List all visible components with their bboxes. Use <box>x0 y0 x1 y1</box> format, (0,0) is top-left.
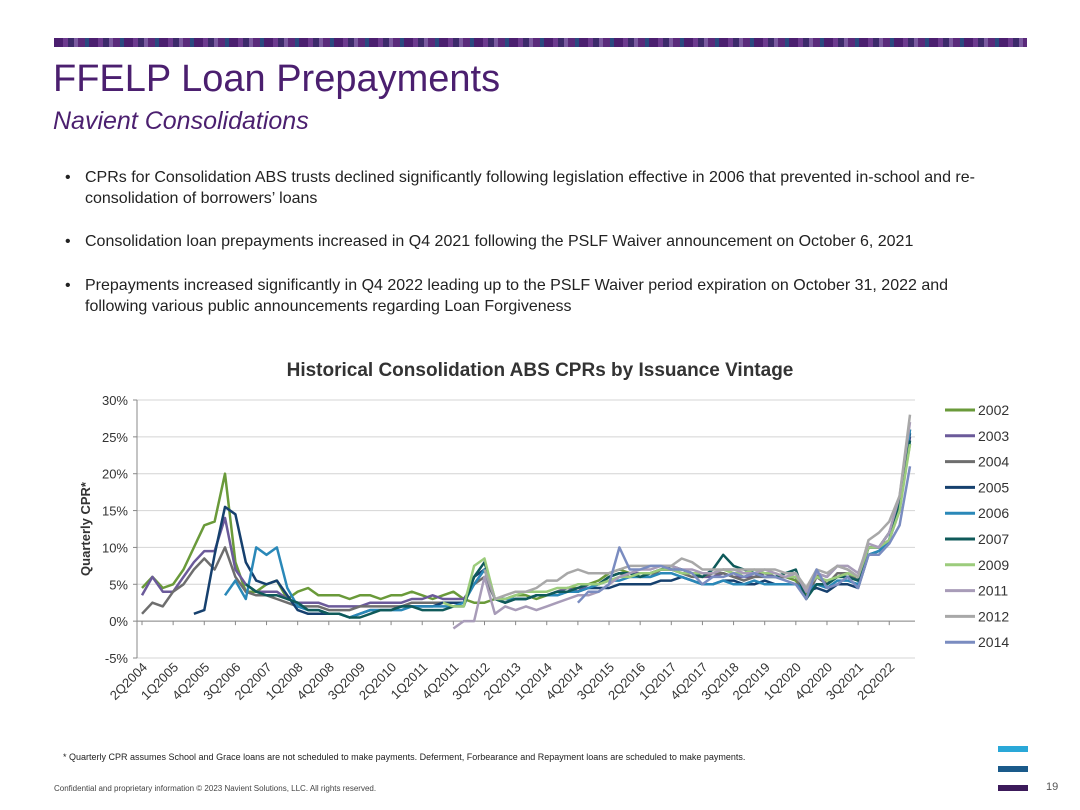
series-line <box>483 414 912 601</box>
logo-bar <box>998 766 1028 772</box>
slide-subtitle: Navient Consolidations <box>53 107 309 135</box>
series-line <box>452 421 912 630</box>
legend-label: 2006 <box>978 505 1009 521</box>
chart-title: Historical Consolidation ABS CPRs by Iss… <box>287 360 794 381</box>
y-tick-label: 25% <box>102 430 128 445</box>
chart: Historical Consolidation ABS CPRs by Iss… <box>78 360 1009 703</box>
legend-label: 2011 <box>978 583 1008 599</box>
footnote: * Quarterly CPR assumes School and Grace… <box>63 752 746 762</box>
footer: Confidential and proprietary information… <box>54 784 377 793</box>
legend-label: 2009 <box>978 557 1009 573</box>
legend-label: 2005 <box>978 479 1009 495</box>
y-tick-label: -5% <box>105 651 129 666</box>
y-tick-label: 5% <box>109 577 128 592</box>
series-line <box>442 444 912 608</box>
legend-label: 2003 <box>978 428 1009 444</box>
bullet: Consolidation loan prepayments increased… <box>65 231 990 252</box>
series-line <box>141 443 912 604</box>
slide-title: FFELP Loan Prepayments <box>53 58 501 100</box>
legend-label: 2002 <box>978 402 1009 418</box>
y-tick-label: 30% <box>102 393 128 408</box>
y-tick-label: 10% <box>102 540 128 555</box>
legend-label: 2014 <box>978 634 1009 650</box>
y-axis-label: Quarterly CPR* <box>78 481 93 576</box>
series-line <box>576 466 912 604</box>
series-line <box>141 429 912 615</box>
legend-label: 2007 <box>978 531 1009 547</box>
logo-bars <box>998 746 1028 791</box>
page-number: 19 <box>1046 781 1059 793</box>
y-tick-label: 15% <box>102 504 128 519</box>
logo-bar <box>998 785 1028 791</box>
legend-label: 2012 <box>978 608 1009 624</box>
bullet: CPRs for Consolidation ABS trusts declin… <box>65 167 990 209</box>
y-tick-label: 0% <box>109 614 128 629</box>
bullet: Prepayments increased significantly in Q… <box>65 275 990 317</box>
y-tick-label: 20% <box>102 467 128 482</box>
logo-bar <box>998 746 1028 752</box>
legend-label: 2004 <box>978 454 1009 470</box>
header-stripe <box>54 38 1027 47</box>
